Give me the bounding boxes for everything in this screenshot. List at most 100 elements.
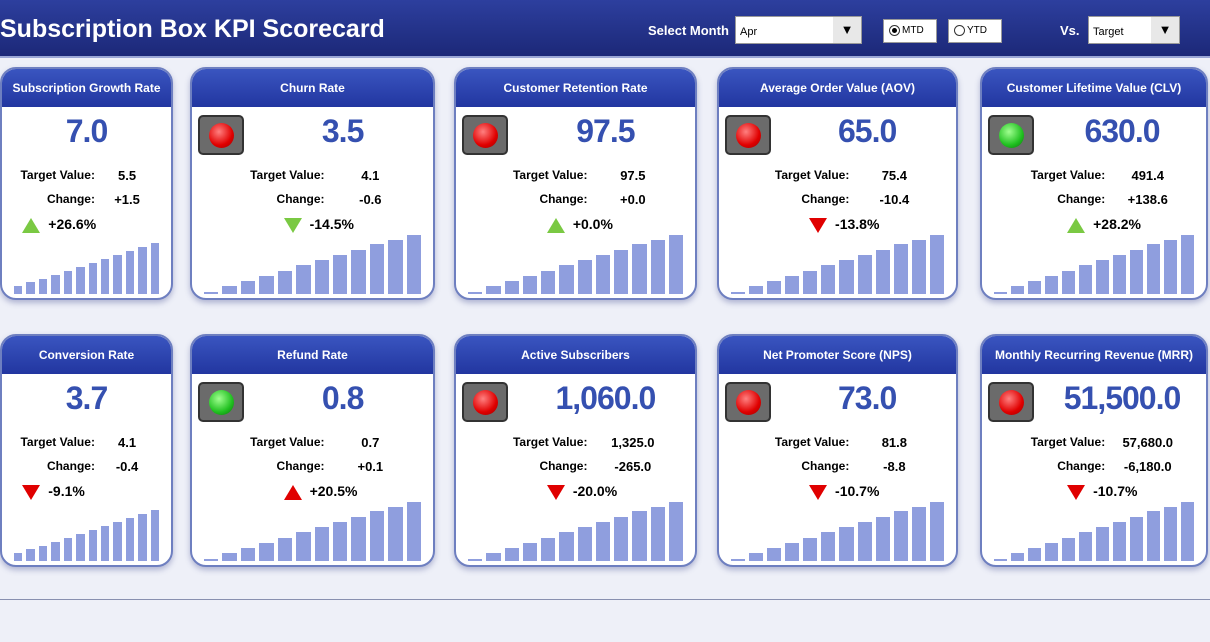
trend-bar — [100, 258, 110, 294]
divider — [0, 599, 1210, 600]
trend-bar — [369, 511, 385, 561]
trend-bar — [875, 249, 890, 294]
arrow-up-icon — [22, 217, 41, 233]
change-percent: +20.5% — [283, 483, 357, 500]
kpi-card: Subscription Growth Rate 7.0 Target Value… — [0, 67, 173, 300]
trend-bar — [1096, 527, 1109, 561]
trend-bar — [26, 549, 35, 561]
kpi-card: Conversion Rate 3.7 Target Value: 4.1 Cha… — [0, 334, 173, 567]
trend-bar — [893, 511, 908, 561]
chevron-down-icon[interactable]: ▼ — [833, 17, 861, 43]
change-percent-value: -10.7% — [835, 483, 880, 499]
change-percent: +28.2% — [1067, 216, 1141, 233]
chevron-down-icon[interactable]: ▼ — [1151, 17, 1179, 43]
target-label: Target Value: — [774, 435, 850, 449]
trend-bar — [857, 521, 872, 561]
trend-bar — [486, 286, 501, 294]
trend-bar — [76, 533, 85, 561]
change-value: +1.5 — [114, 192, 140, 207]
target-value: 1,325.0 — [611, 435, 655, 450]
month-value: Apr — [740, 26, 758, 38]
kpi-card-title: Average Order Value (AOV) — [719, 69, 956, 107]
trend-bar — [314, 527, 329, 561]
change-percent-value: -9.1% — [48, 483, 85, 499]
trend-bar — [803, 537, 818, 561]
change-value: -6,180.0 — [1123, 459, 1172, 474]
trend-chart — [14, 501, 160, 561]
trend-bar — [204, 291, 219, 294]
trend-bar — [88, 529, 97, 561]
kpi-card: Refund Rate 0.8 Target Value: 0.7 Change:… — [190, 334, 435, 567]
trend-bar — [63, 270, 73, 294]
trend-bar — [541, 537, 556, 561]
trend-bar — [785, 275, 800, 294]
kpi-value: 97.5 — [576, 113, 635, 149]
trend-bar — [259, 275, 274, 294]
kpi-card-title: Customer Lifetime Value (CLV) — [982, 69, 1206, 107]
trend-chart — [204, 501, 422, 561]
ytd-radio[interactable]: YTD — [948, 19, 1002, 43]
trend-bar — [1130, 249, 1143, 294]
trend-bar — [929, 235, 944, 294]
trend-bar — [14, 286, 23, 294]
change-percent: -10.7% — [809, 483, 879, 500]
kpi-value: 65.0 — [837, 113, 897, 149]
trend-bar — [296, 265, 311, 294]
trend-bar — [259, 542, 274, 561]
trend-bar — [14, 553, 23, 561]
mtd-radio[interactable]: MTD — [883, 19, 937, 43]
trend-bar — [113, 254, 122, 294]
change-label: Change: — [46, 192, 95, 206]
trend-bar — [614, 249, 629, 294]
trend-bar — [332, 254, 348, 294]
arrow-down-icon — [1067, 484, 1086, 500]
trend-bar — [731, 291, 746, 294]
trend-bar — [1028, 548, 1041, 561]
trend-bar — [1011, 553, 1024, 561]
kpi-card: Net Promoter Score (NPS) 73.0 Target Valu… — [717, 334, 958, 567]
kpi-value: 73.0 — [837, 380, 897, 416]
kpi-value: 3.5 — [321, 113, 364, 149]
arrow-down-icon — [809, 484, 828, 500]
trend-bar — [893, 244, 908, 294]
trend-bar — [314, 260, 329, 294]
trend-bar — [929, 502, 944, 561]
status-light-icon — [462, 115, 508, 155]
change-percent-value: -13.8% — [835, 216, 880, 232]
arrow-down-icon — [283, 217, 302, 233]
change-value: -0.4 — [115, 459, 139, 474]
target-label: Target Value: — [250, 168, 325, 182]
trend-bar — [1045, 275, 1058, 294]
target-label: Target Value: — [1030, 435, 1106, 449]
trend-chart — [994, 501, 1194, 561]
trend-bar — [577, 260, 592, 294]
month-dropdown[interactable]: Apr ▼ — [735, 16, 862, 44]
status-light-icon — [988, 115, 1034, 155]
change-percent: -14.5% — [283, 216, 354, 233]
change-label: Change: — [46, 459, 95, 473]
status-light-icon — [725, 382, 771, 422]
arrow-down-icon — [809, 217, 828, 233]
trend-bar — [1181, 502, 1194, 561]
comparison-dropdown[interactable]: Target ▼ — [1088, 16, 1180, 44]
target-value: 4.1 — [361, 168, 380, 183]
trend-bar — [63, 537, 73, 561]
status-light-icon — [198, 115, 244, 155]
target-label: Target Value: — [20, 435, 95, 449]
trend-bar — [1164, 507, 1177, 561]
trend-bar — [522, 542, 537, 561]
arrow-up-icon — [546, 217, 565, 233]
status-light-icon — [988, 382, 1034, 422]
trend-bar — [1028, 281, 1041, 294]
kpi-card: Churn Rate 3.5 Target Value: 4.1 Change: … — [190, 67, 435, 300]
change-percent: +26.6% — [22, 216, 96, 233]
target-value: 0.7 — [361, 435, 380, 450]
trend-bar — [875, 516, 890, 561]
trend-bar — [668, 235, 683, 294]
trend-bar — [1181, 235, 1194, 294]
trend-bar — [577, 527, 592, 561]
trend-bar — [240, 548, 256, 561]
change-percent-value: -14.5% — [309, 216, 354, 232]
kpi-card-title: Active Subscribers — [456, 336, 695, 374]
target-value: 81.8 — [881, 435, 908, 450]
